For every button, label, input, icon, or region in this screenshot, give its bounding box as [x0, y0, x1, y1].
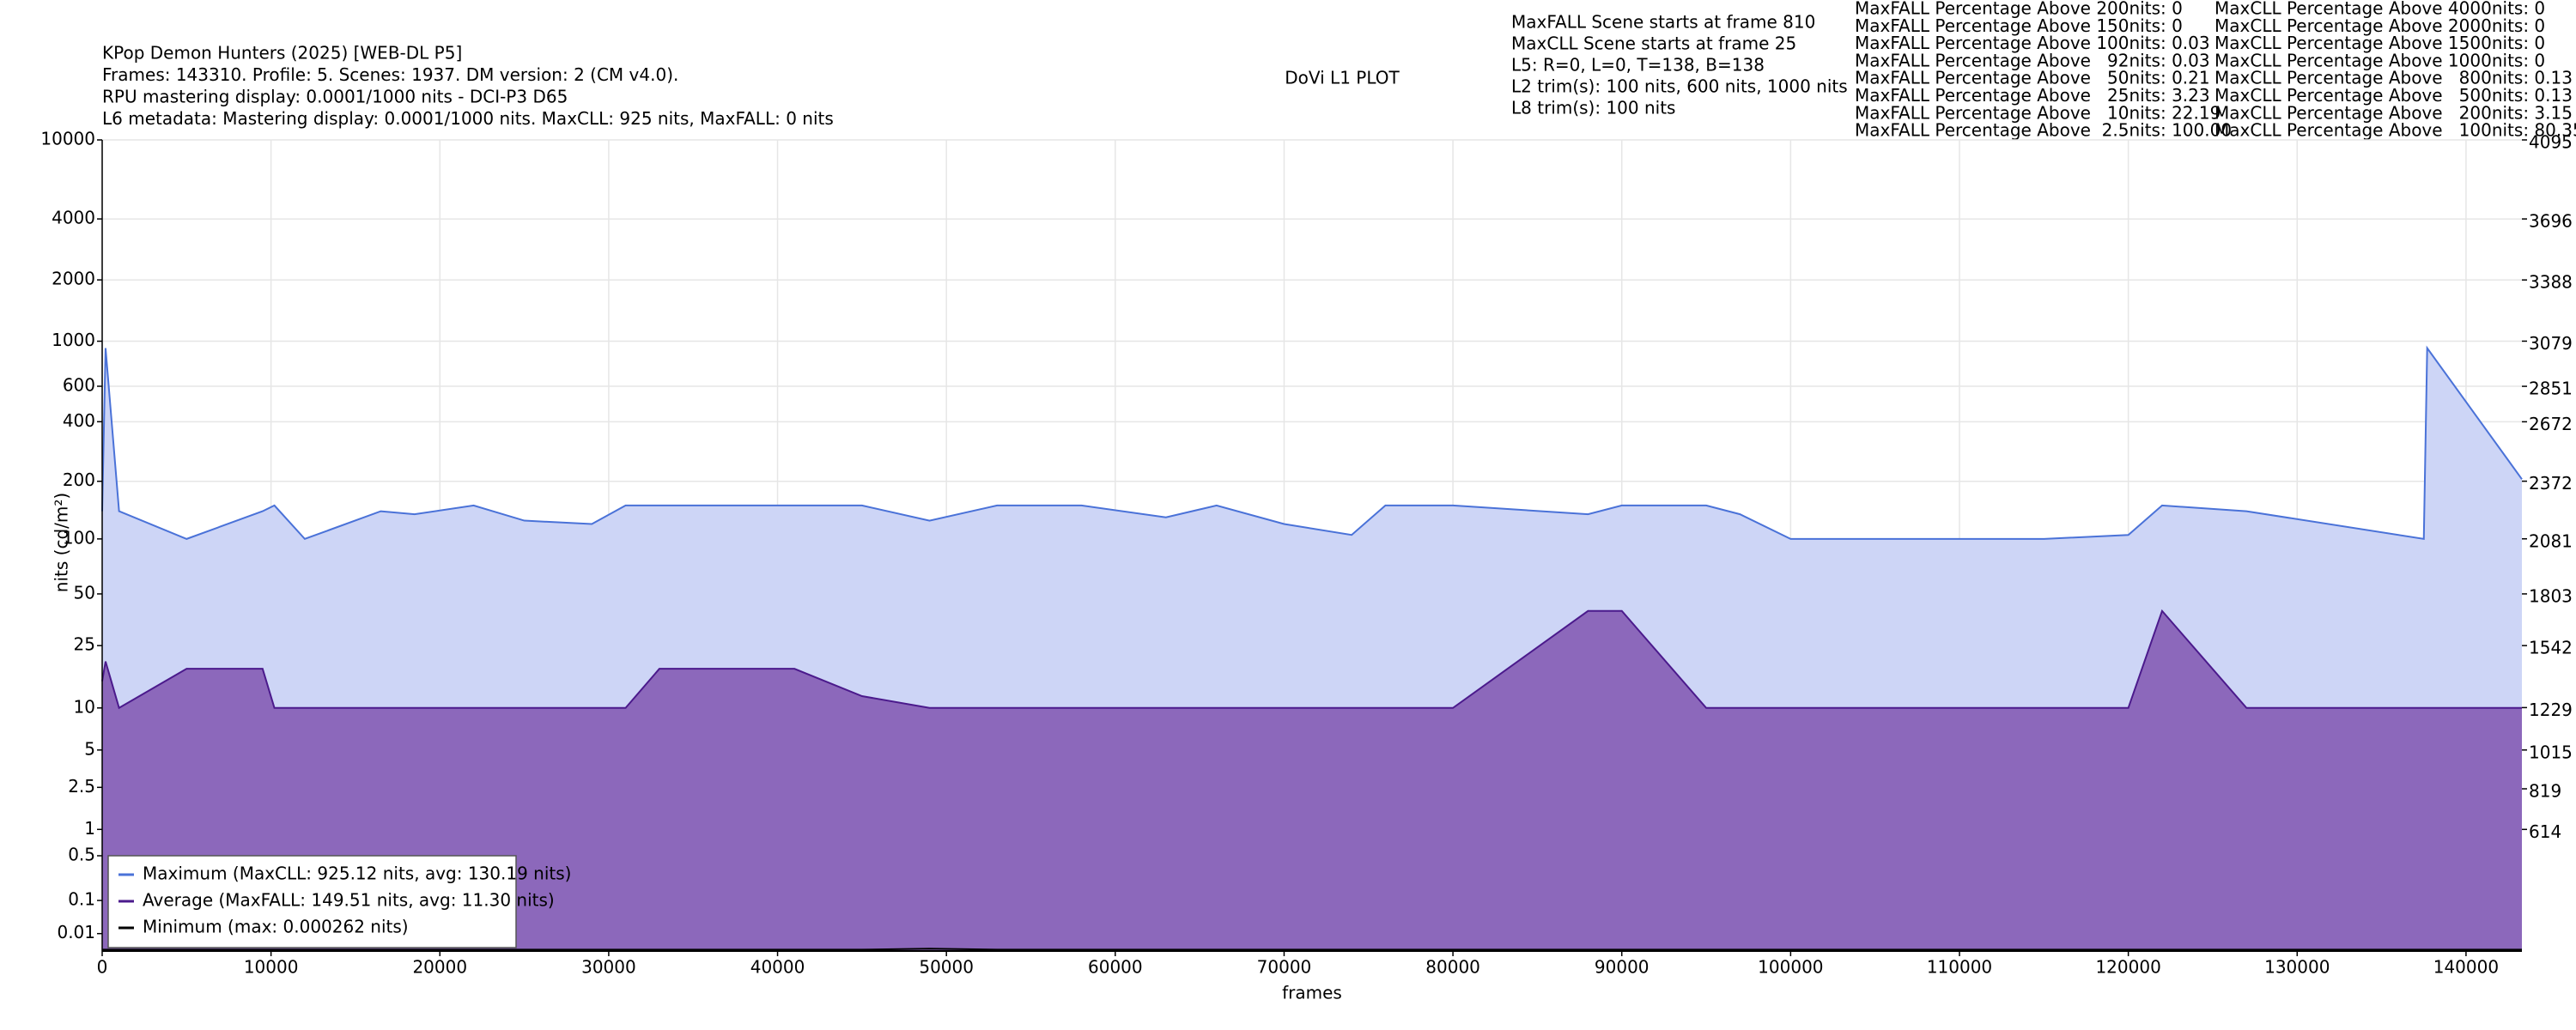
y-tick-label: 600 — [63, 375, 95, 396]
x-tick-label: 110000 — [1927, 957, 1992, 978]
legend-label: Average (MaxFALL: 149.51 nits, avg: 11.3… — [143, 890, 555, 911]
x-tick-label: 90000 — [1595, 957, 1649, 978]
info-text: L8 trim(s): 100 nits — [1511, 98, 1675, 118]
x-tick-label: 140000 — [2433, 957, 2499, 978]
x-axis-label: frames — [1282, 983, 1342, 1003]
y2-tick-label: 2672 — [2529, 414, 2573, 434]
y-tick-label: 10 — [74, 696, 95, 717]
info-text: Frames: 143310. Profile: 5. Scenes: 1937… — [102, 64, 678, 85]
y2-tick-label: 4095 — [2529, 132, 2573, 153]
stat-text: MaxCLL Percentage Above 100nits: 80.35 — [2215, 120, 2576, 141]
y2-tick-label: 819 — [2529, 781, 2561, 802]
y2-tick-label: 1229 — [2529, 700, 2573, 720]
y-tick-label: 0.5 — [68, 845, 95, 865]
y2-tick-label: 2851 — [2529, 379, 2573, 399]
info-text: KPop Demon Hunters (2025) [WEB-DL P5] — [102, 43, 462, 64]
x-tick-label: 70000 — [1257, 957, 1312, 978]
info-text: MaxCLL Scene starts at frame 25 — [1511, 33, 1796, 54]
y2-tick-label: 3079 — [2529, 333, 2573, 354]
y-tick-label: 10000 — [40, 129, 95, 149]
legend-label: Maximum (MaxCLL: 925.12 nits, avg: 130.1… — [143, 863, 571, 884]
x-tick-label: 130000 — [2264, 957, 2330, 978]
y2-tick-label: 3388 — [2529, 272, 2573, 293]
info-text: MaxFALL Scene starts at frame 810 — [1511, 12, 1815, 33]
y-tick-label: 50 — [74, 582, 95, 603]
x-tick-label: 80000 — [1425, 957, 1480, 978]
legend: Maximum (MaxCLL: 925.12 nits, avg: 130.1… — [108, 856, 571, 948]
y2-tick-label: 1803 — [2529, 585, 2573, 606]
y-tick-label: 200 — [63, 470, 95, 490]
info-text: L6 metadata: Mastering display: 0.0001/1… — [102, 108, 834, 129]
info-text: L5: R=0, L=0, T=138, B=138 — [1511, 55, 1765, 76]
y-tick-label: 25 — [74, 634, 95, 655]
y2-tick-label: 2081 — [2529, 530, 2573, 551]
y2-tick-label: 614 — [2529, 821, 2561, 842]
info-text: RPU mastering display: 0.0001/1000 nits … — [102, 87, 568, 107]
y-tick-label: 0.1 — [68, 889, 95, 910]
y-tick-label: 0.01 — [57, 922, 95, 942]
y-tick-label: 2000 — [52, 269, 95, 289]
info-text: L2 trim(s): 100 nits, 600 nits, 1000 nit… — [1511, 76, 1848, 97]
x-tick-label: 20000 — [412, 957, 467, 978]
y-tick-label: 1000 — [52, 330, 95, 350]
x-tick-label: 10000 — [244, 957, 299, 978]
chart-title: DoVi L1 PLOT — [1285, 68, 1400, 88]
x-tick-label: 0 — [97, 957, 108, 978]
y2-tick-label: 2372 — [2529, 473, 2573, 494]
y-tick-label: 4000 — [52, 208, 95, 228]
y-tick-label: 2.5 — [68, 776, 95, 797]
y2-tick-label: 1015 — [2529, 742, 2573, 762]
y2-tick-label: 3696 — [2529, 211, 2573, 232]
x-tick-label: 120000 — [2095, 957, 2160, 978]
x-tick-label: 50000 — [919, 957, 974, 978]
y-tick-label: 100 — [63, 527, 95, 548]
x-tick-label: 60000 — [1088, 957, 1143, 978]
x-tick-label: 100000 — [1758, 957, 1823, 978]
y-tick-label: 5 — [84, 738, 95, 759]
y-tick-label: 400 — [63, 410, 95, 431]
x-tick-label: 40000 — [750, 957, 805, 978]
y-tick-label: 1 — [84, 818, 95, 839]
stat-text: MaxFALL Percentage Above 2.5nits: 100.00 — [1855, 120, 2232, 141]
y2-tick-label: 1542 — [2529, 638, 2573, 658]
legend-label: Minimum (max: 0.000262 nits) — [143, 917, 409, 937]
x-tick-label: 30000 — [581, 957, 636, 978]
